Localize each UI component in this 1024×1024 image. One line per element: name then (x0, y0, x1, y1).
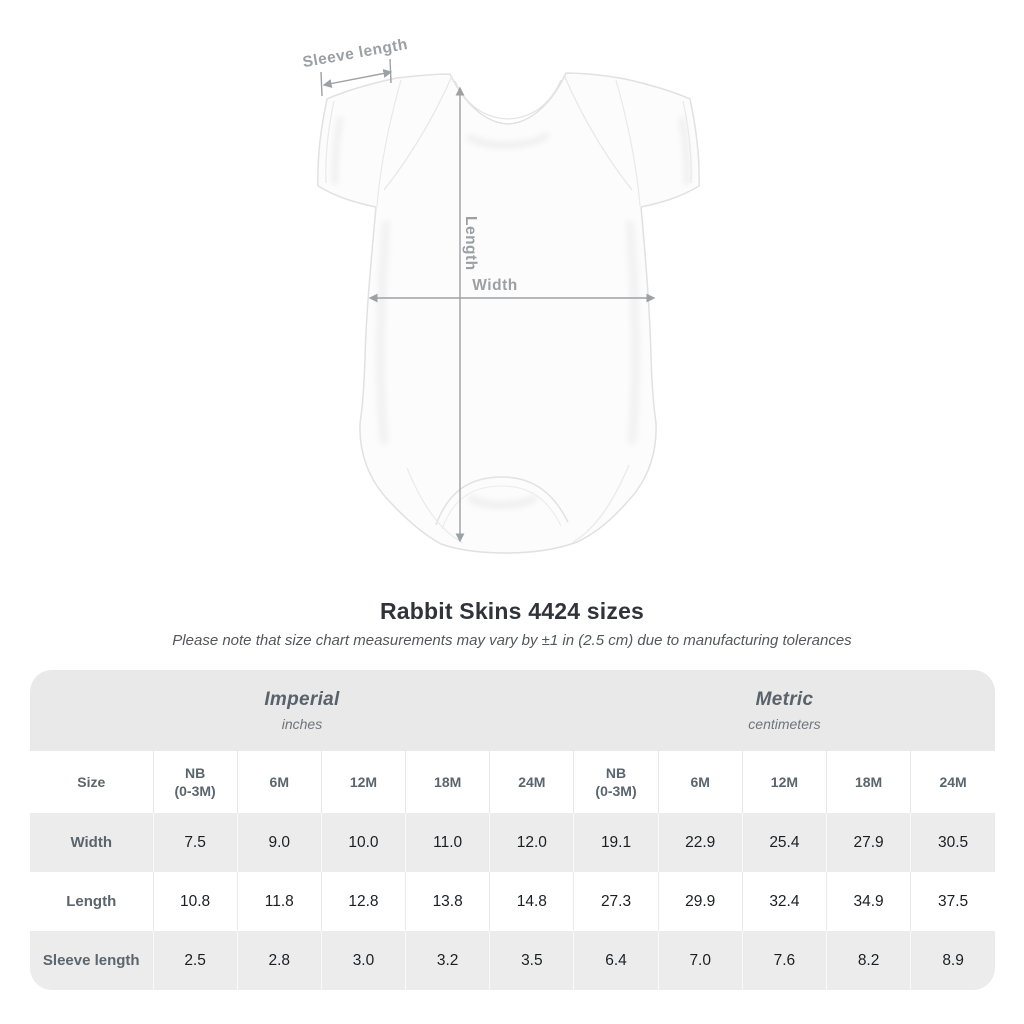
garment-diagram: Sleeve length Length Width (301, 36, 700, 554)
sleeve-arrow-tick-left (320, 71, 323, 97)
col-header-imperial-18m: 18M (405, 751, 490, 813)
imperial-label: Imperial (264, 689, 340, 710)
metric-label: Metric (755, 689, 814, 710)
unit-section-row: Imperial inches Metric centimeters (30, 670, 995, 751)
metric-unit: centimeters (748, 716, 821, 732)
column-header-row: Size NB (0-3M) 6M 12M 18M 24M (30, 751, 995, 813)
page-subtitle: Please note that size chart measurements… (172, 632, 852, 649)
sleeve-arrow-tick-right (389, 58, 392, 84)
sleeve-length-label: Sleeve length (301, 36, 409, 71)
col-header-imperial-nb: NB (0-3M) (152, 751, 238, 813)
size-table: Imperial inches Metric centimeters Size … (30, 670, 995, 990)
table-row-length: Length 10.8 11.8 12.8 13.8 14.8 27.3 29.… (30, 872, 995, 931)
width-label: Width (472, 277, 517, 294)
col-header-metric-24m: 24M (910, 751, 995, 813)
row-label-width: Width (70, 834, 112, 851)
onesie-illustration (317, 72, 700, 554)
col-header-metric-nb: NB (0-3M) (573, 751, 659, 813)
table-row-width: Width 7.5 9.0 10.0 11.0 12.0 19.1 22.9 2… (30, 813, 995, 872)
col-header-imperial-6m: 6M (236, 751, 322, 813)
col-header-imperial-12m: 12M (320, 751, 406, 813)
sleeve-length-arrow (322, 69, 393, 88)
size-corner-header: Size (30, 751, 153, 813)
col-header-imperial-24m: 24M (489, 751, 574, 813)
col-header-metric-18m: 18M (825, 751, 911, 813)
fabric-shading (331, 117, 691, 509)
length-label: Length (462, 216, 479, 271)
imperial-unit: inches (281, 716, 323, 732)
metric-section-header: Metric centimeters (573, 670, 995, 751)
garment-seams (325, 74, 692, 544)
page-title: Rabbit Skins 4424 sizes (379, 598, 645, 624)
col-header-metric-12m: 12M (741, 751, 827, 813)
imperial-section-header: Imperial inches (30, 670, 574, 751)
table-row-sleeve-length: Sleeve length 2.5 2.8 3.0 3.2 3.5 6.4 7.… (30, 931, 995, 990)
col-header-metric-6m: 6M (657, 751, 743, 813)
row-label-sleeve-length: Sleeve length (42, 952, 140, 969)
row-label-length: Length (66, 893, 117, 910)
